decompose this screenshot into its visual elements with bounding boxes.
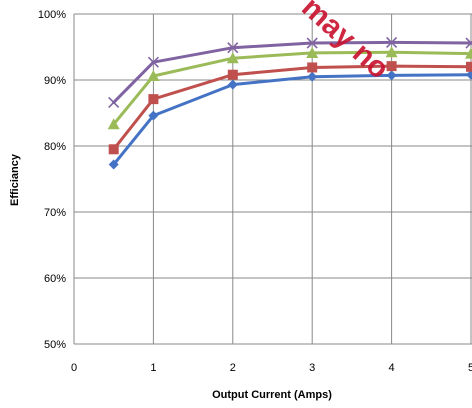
data-point-marker <box>148 94 159 105</box>
data-point-marker <box>466 69 472 80</box>
data-point-marker <box>147 70 160 82</box>
series-line <box>112 40 472 104</box>
marker-stroke <box>108 96 120 109</box>
x-tick-label: 5 <box>468 362 472 374</box>
series-line <box>112 50 472 126</box>
data-point-marker <box>466 61 472 72</box>
data-point-marker <box>385 46 398 58</box>
data-point-marker <box>465 47 472 59</box>
y-tick-label: 50% <box>44 339 66 351</box>
data-point-marker <box>386 70 397 81</box>
data-point-marker <box>386 61 397 72</box>
data-point-marker <box>307 71 318 82</box>
x-tick-label: 2 <box>230 362 236 374</box>
data-point-marker <box>227 42 239 54</box>
data-point-marker <box>107 118 120 130</box>
series-group <box>107 36 472 170</box>
y-tick-labels: 50% 60% 70% 80% 90% 100% <box>38 9 66 351</box>
data-point-marker <box>148 110 159 121</box>
data-point-marker <box>227 69 238 80</box>
data-point-marker <box>108 144 119 155</box>
data-point-marker <box>465 37 472 49</box>
marker-stroke <box>147 56 159 68</box>
x-tick-label: 1 <box>150 362 156 374</box>
data-point-marker <box>227 79 238 90</box>
series-line <box>112 73 472 166</box>
y-tick-label: 100% <box>38 9 66 21</box>
y-tick-label: 90% <box>44 75 66 87</box>
marker-stroke <box>386 36 398 48</box>
y-axis-label: Efficiancy <box>9 153 21 206</box>
series-line <box>112 64 472 151</box>
marker-stroke <box>306 37 318 49</box>
x-tick-label: 3 <box>309 362 315 374</box>
gridlines <box>73 13 472 345</box>
marker-stroke <box>465 40 472 49</box>
data-point-marker <box>306 37 318 49</box>
data-point-marker <box>108 159 119 170</box>
data-point-marker <box>386 36 398 48</box>
data-point-marker <box>226 52 239 64</box>
x-tick-labels: 0 1 2 3 4 5 <box>71 362 472 374</box>
x-tick-label: 4 <box>389 362 395 374</box>
x-tick-label: 0 <box>71 362 77 374</box>
x-axis-label: Output Current (Amps) <box>212 389 332 401</box>
data-point-marker <box>306 46 319 58</box>
data-point-marker <box>307 62 318 73</box>
data-point-marker <box>108 96 120 109</box>
data-point-marker <box>147 56 159 68</box>
y-tick-label: 80% <box>44 141 66 153</box>
y-tick-label: 60% <box>44 273 66 285</box>
y-tick-label: 70% <box>44 207 66 219</box>
marker-stroke <box>227 42 239 54</box>
